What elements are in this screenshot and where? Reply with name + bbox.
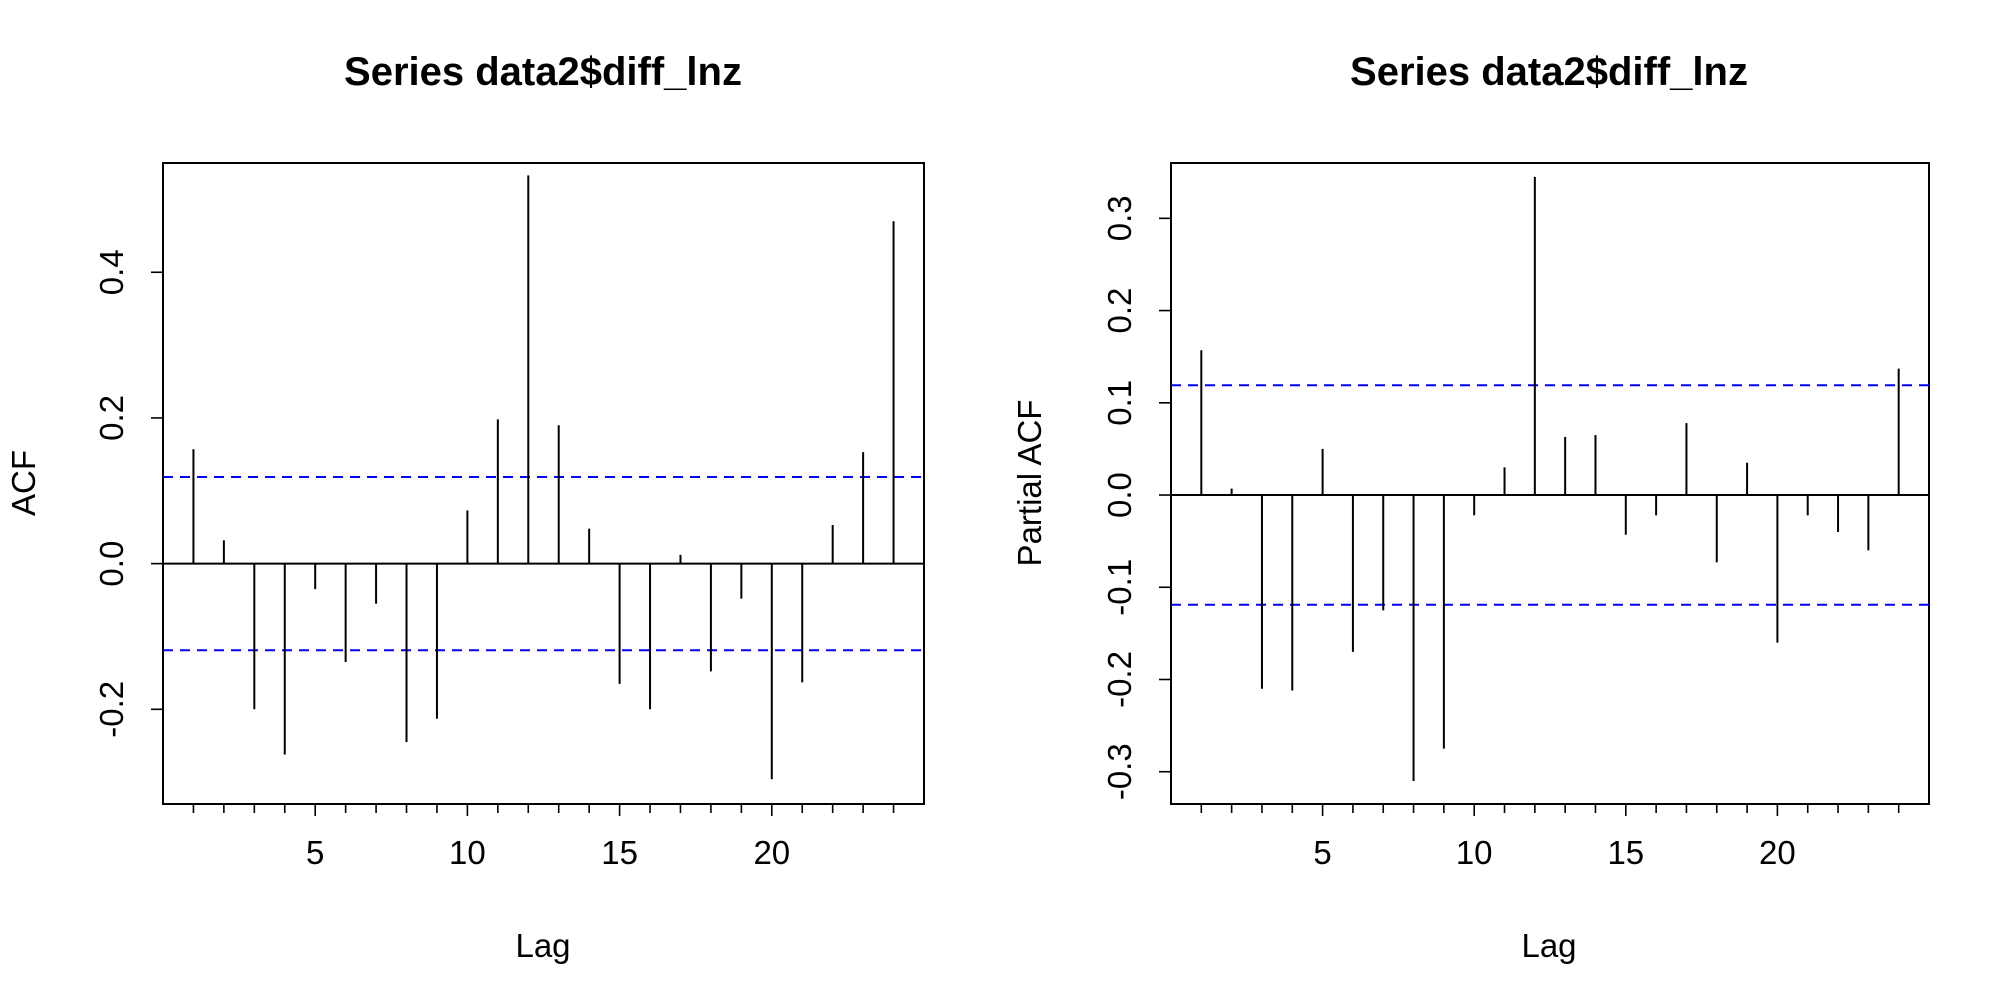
pacf-panel: Series data2$diff_lnz Lag Partial ACF 5 1… [1011,50,1930,964]
pacf-y-tick-label: -0.2 [1101,651,1138,708]
pacf-y-tick-label: 0.2 [1101,288,1138,334]
pacf-chart-title: Series data2$diff_lnz [1350,50,1748,94]
acf-panel: Series data2$diff_lnz Lag ACF 5 10 15 20 -0.… [5,50,925,964]
pacf-y-tick-label: 0.3 [1101,195,1138,241]
pacf-marks: 5 10 15 20 -0.3 -0.2 -0.1 0.0 0.1 0.2 0.3 [1101,176,1929,871]
acf-y-axis-label: ACF [5,450,42,516]
acf-x-tick-label: 5 [306,834,324,871]
acf-x-tick-label: 10 [449,834,486,871]
acf-x-tick-label: 20 [753,834,790,871]
acf-y-tick-label: -0.2 [93,681,130,738]
acf-x-tick-label: 15 [601,834,638,871]
acf-chart-title: Series data2$diff_lnz [344,50,742,94]
pacf-y-tick-label: -0.3 [1101,743,1138,800]
acf-x-axis-label: Lag [515,927,570,964]
pacf-x-tick-label: 5 [1313,834,1331,871]
pacf-y-tick-label: 0.0 [1101,472,1138,518]
acf-y-tick-label: 0.4 [93,249,130,295]
pacf-y-axis-label: Partial ACF [1011,400,1048,567]
pacf-y-tick-label: 0.1 [1101,380,1138,426]
pacf-x-tick-label: 20 [1759,834,1796,871]
pacf-plot-frame [1170,162,1930,805]
acf-marks: 5 10 15 20 -0.2 0.0 0.2 0.4 [93,175,924,871]
acf-y-tick-label: 0.0 [93,541,130,587]
acf-plot-frame [162,162,925,805]
acf-y-tick-label: 0.2 [93,395,130,441]
pacf-y-tick-label: -0.1 [1101,559,1138,616]
pacf-x-tick-label: 15 [1607,834,1644,871]
pacf-x-axis-label: Lag [1521,927,1576,964]
pacf-x-tick-label: 10 [1456,834,1493,871]
